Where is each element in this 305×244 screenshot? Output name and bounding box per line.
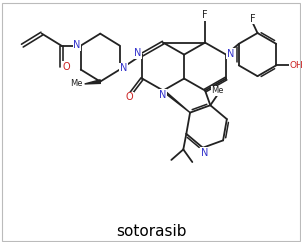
Text: F: F [249, 14, 255, 24]
Text: O: O [125, 92, 133, 102]
Text: F: F [202, 10, 208, 20]
Text: Me: Me [70, 79, 82, 88]
Text: OH: OH [290, 61, 303, 70]
Text: N: N [120, 63, 127, 73]
Text: N: N [134, 48, 142, 58]
Text: sotorasib: sotorasib [116, 224, 186, 239]
Text: N: N [73, 40, 81, 50]
Polygon shape [85, 80, 100, 84]
Text: Me: Me [211, 86, 224, 95]
Text: N: N [201, 148, 208, 158]
Text: O: O [63, 61, 70, 71]
Polygon shape [162, 91, 190, 113]
Text: N: N [160, 90, 167, 100]
Text: N: N [227, 49, 234, 59]
